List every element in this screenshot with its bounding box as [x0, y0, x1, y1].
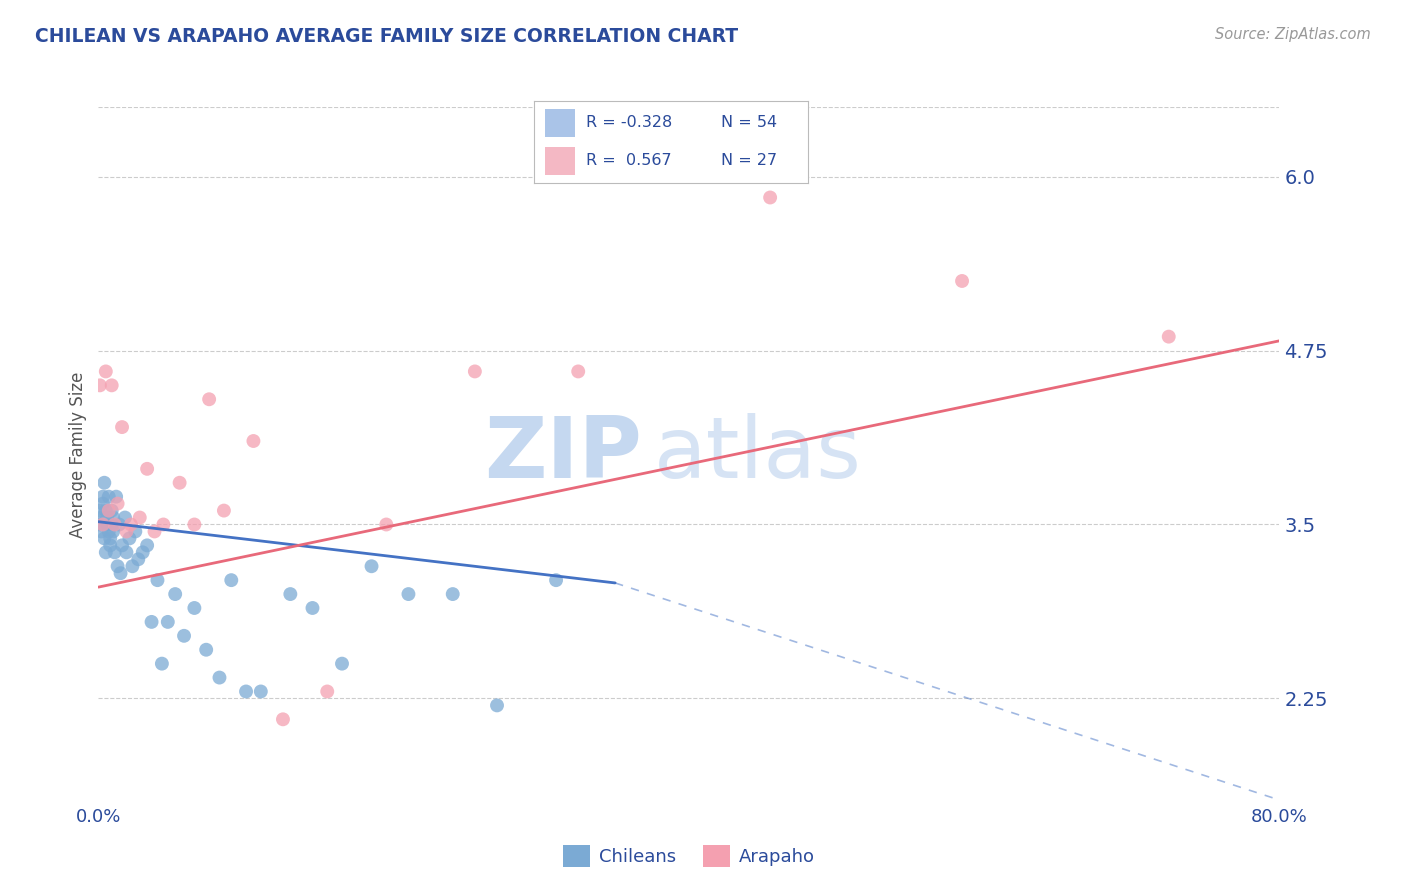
Point [146, 573, 169, 587]
Point [89, 378, 111, 392]
Point [132, 545, 155, 559]
Point [136, 462, 159, 476]
Point [301, 601, 323, 615]
Point [120, 517, 142, 532]
Point [104, 517, 127, 532]
Point [165, 587, 187, 601]
Point [97, 503, 120, 517]
Point [183, 517, 205, 532]
Point [89, 517, 111, 532]
Point [121, 559, 143, 574]
Text: N = 27: N = 27 [721, 153, 778, 169]
Point [169, 475, 191, 490]
Point [110, 566, 132, 581]
Point [111, 538, 134, 552]
Point [235, 684, 257, 698]
Point [115, 524, 138, 539]
Point [103, 510, 125, 524]
Point [278, 587, 302, 601]
Point [208, 671, 231, 685]
Point [150, 657, 173, 671]
Point [396, 587, 419, 601]
Point [91, 497, 114, 511]
Point [441, 587, 464, 601]
Point [96, 517, 118, 532]
Point [212, 503, 235, 517]
Point [136, 538, 159, 552]
Point [486, 698, 509, 713]
Point [198, 392, 221, 407]
Point [94, 503, 117, 517]
Point [100, 503, 122, 517]
Point [91, 517, 114, 532]
Point [195, 642, 218, 657]
Text: atlas: atlas [654, 413, 862, 497]
Point [97, 524, 120, 539]
Point [111, 420, 134, 434]
Point [1157, 329, 1180, 343]
Point [118, 532, 141, 546]
Point [107, 497, 129, 511]
Text: ZIP: ZIP [484, 413, 641, 497]
Point [94, 545, 117, 559]
Text: CHILEAN VS ARAPAHO AVERAGE FAMILY SIZE CORRELATION CHART: CHILEAN VS ARAPAHO AVERAGE FAMILY SIZE C… [35, 27, 738, 45]
Point [107, 559, 129, 574]
Point [143, 524, 166, 539]
Point [91, 490, 114, 504]
Point [316, 684, 339, 698]
Point [759, 190, 782, 204]
Point [114, 510, 136, 524]
Point [89, 503, 111, 517]
Point [567, 364, 589, 378]
Point [94, 364, 117, 378]
Point [104, 545, 127, 559]
Point [173, 629, 195, 643]
Point [97, 490, 120, 504]
Point [108, 517, 131, 532]
Point [100, 378, 122, 392]
Point [156, 615, 179, 629]
Point [152, 517, 174, 532]
Point [96, 510, 118, 524]
Point [90, 510, 112, 524]
Point [464, 364, 486, 378]
Point [950, 274, 973, 288]
Point [124, 524, 146, 539]
Point [183, 601, 205, 615]
Point [90, 524, 112, 539]
Point [93, 475, 115, 490]
Point [141, 615, 163, 629]
Point [544, 573, 567, 587]
Text: R =  0.567: R = 0.567 [586, 153, 672, 169]
Point [103, 524, 125, 539]
Point [330, 657, 353, 671]
Point [242, 434, 264, 448]
Point [128, 510, 150, 524]
Point [115, 545, 138, 559]
Point [271, 712, 294, 726]
Text: N = 54: N = 54 [721, 115, 778, 130]
Point [250, 684, 273, 698]
Text: Source: ZipAtlas.com: Source: ZipAtlas.com [1215, 27, 1371, 42]
Y-axis label: Average Family Size: Average Family Size [69, 372, 87, 538]
Bar [546, 109, 575, 136]
Text: R = -0.328: R = -0.328 [586, 115, 672, 130]
Point [100, 517, 122, 532]
Legend: Chileans, Arapaho: Chileans, Arapaho [555, 838, 823, 874]
Point [219, 573, 242, 587]
Point [360, 559, 382, 574]
Point [105, 490, 128, 504]
Bar [546, 147, 575, 175]
Point [98, 532, 121, 546]
Point [98, 538, 121, 552]
Point [375, 517, 398, 532]
Point [127, 552, 149, 566]
Point [93, 532, 115, 546]
